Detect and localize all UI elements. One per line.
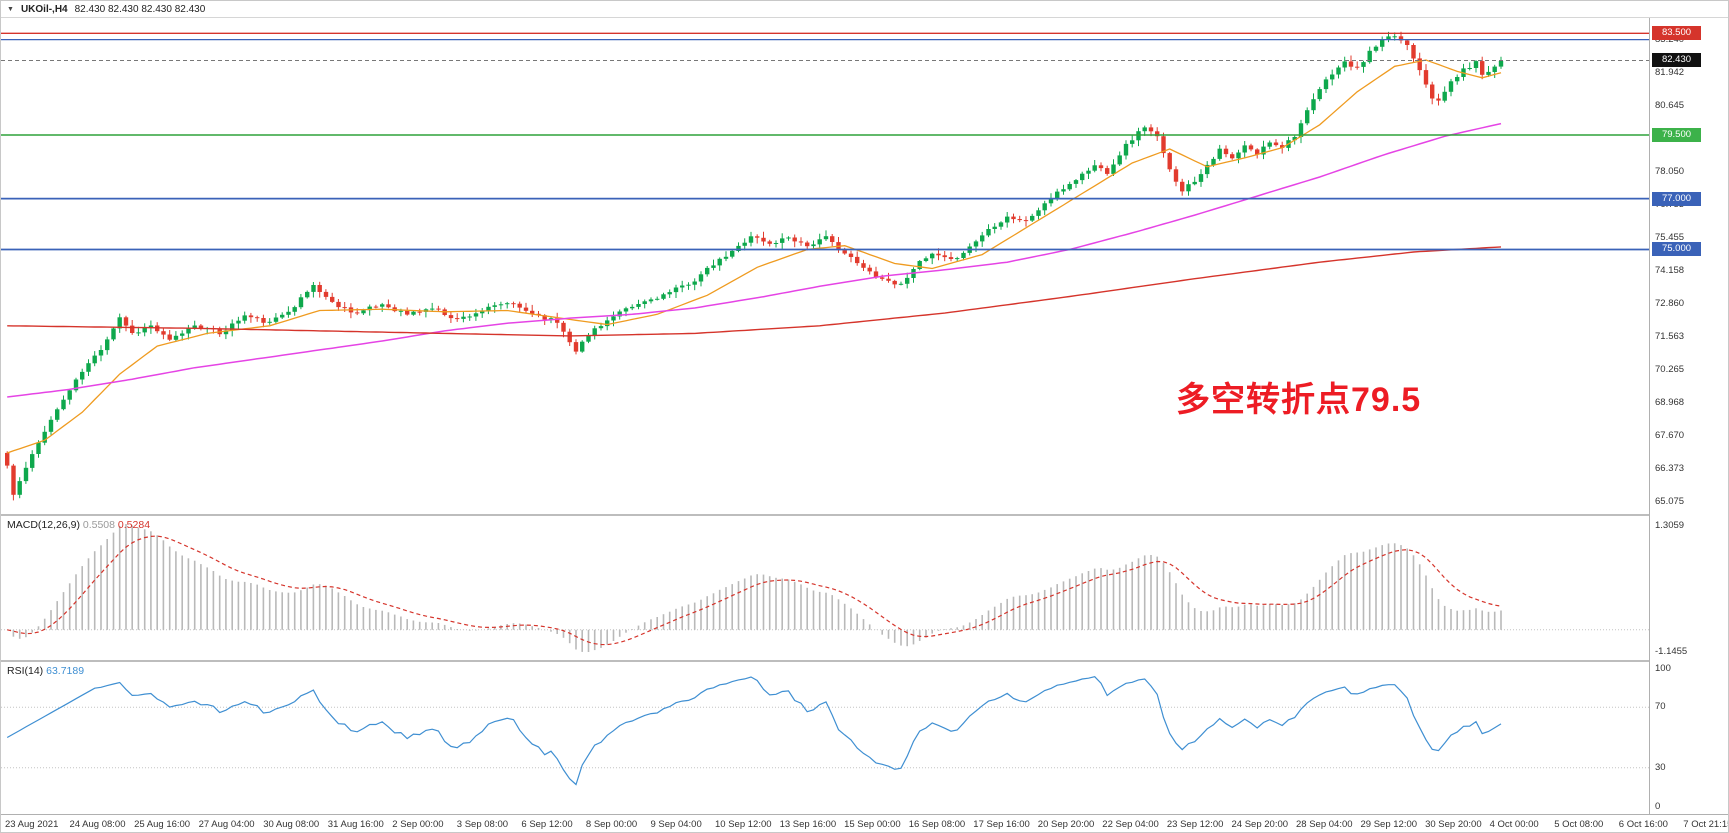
macd-main-value: 0.5508 — [82, 519, 115, 531]
rsi-value: 63.7189 — [46, 665, 85, 677]
ohlc-values: 82.430 82.430 82.430 82.430 — [74, 3, 206, 15]
time-axis-label: 28 Sep 04:00 — [1296, 819, 1353, 830]
time-axis-label: 9 Sep 04:00 — [650, 819, 702, 830]
time-axis-label: 30 Sep 20:00 — [1425, 819, 1482, 830]
chart-title-bar: ▼ UKOil-,H4 82.430 82.430 82.430 82.430 — [1, 1, 1728, 18]
rsi-label: RSI(14) 63.7189 — [7, 665, 84, 677]
price-axis-label: 80.645 — [1655, 99, 1685, 111]
time-axis-label: 8 Sep 00:00 — [585, 819, 638, 830]
price-axis-label: 81.942 — [1655, 66, 1685, 78]
time-axis-label: 20 Sep 20:00 — [1037, 819, 1095, 830]
time-axis-label: 24 Sep 20:00 — [1231, 819, 1289, 830]
time-axis-label: 10 Sep 12:00 — [715, 819, 772, 830]
price-line-badge: 83.500 — [1652, 26, 1701, 41]
price-axis-label: 75.455 — [1655, 231, 1685, 243]
price-axis-label: 74.158 — [1655, 264, 1685, 276]
time-axis-label: 17 Sep 16:00 — [973, 819, 1030, 830]
rsi-panel: RSI(14) 63.7189 — [1, 662, 1649, 813]
chart-dropdown-icon[interactable]: ▼ — [7, 5, 14, 13]
symbol-period-label: UKOil-,H4 — [20, 3, 68, 15]
rsi-indicator-chart[interactable] — [1, 662, 1649, 813]
time-axis-label: 7 Oct 21:15 — [1683, 819, 1729, 830]
price-axis-label: 65.075 — [1655, 495, 1685, 507]
time-axis-label: 2 Sep 00:00 — [392, 819, 444, 830]
chart-annotation-text[interactable]: 多空转折点79.5 — [1176, 381, 1422, 419]
main-chart-panel: 多空转折点79.5 — [1, 18, 1649, 514]
panel-separator[interactable] — [1, 660, 1728, 662]
time-axis-label: 23 Aug 2021 — [5, 819, 59, 830]
price-axis-label: 78.050 — [1655, 165, 1685, 177]
rsi-axis-label: 0 — [1655, 801, 1661, 812]
time-axis-label: 27 Aug 04:00 — [198, 819, 255, 830]
rsi-axis-label: 30 — [1655, 761, 1666, 773]
time-axis-label: 4 Oct 00:00 — [1489, 819, 1539, 830]
time-axis-label: 13 Sep 16:00 — [779, 819, 837, 830]
price-axis-label: 66.373 — [1655, 462, 1685, 474]
price-axis-label: 67.670 — [1655, 429, 1685, 441]
price-axis-label: 68.968 — [1655, 396, 1685, 408]
price-axis-label: 71.563 — [1655, 330, 1685, 342]
time-scale[interactable]: 23 Aug 2021 24 Aug 08:00 25 Aug 16:00 27 Au… — [1, 814, 1729, 832]
price-line-badge: 82.430 — [1652, 53, 1701, 68]
price-line-badge: 77.000 — [1652, 191, 1701, 206]
price-axis-label: 70.265 — [1655, 363, 1685, 375]
time-axis-label: 16 Sep 08:00 — [908, 819, 966, 830]
time-axis-label: 29 Sep 12:00 — [1360, 819, 1418, 830]
time-axis-label: 15 Sep 00:00 — [844, 819, 901, 830]
macd-axis-min: -1.1455 — [1655, 646, 1688, 657]
rsi-axis-label: 100 — [1655, 663, 1671, 674]
price-axis-label: 72.860 — [1655, 297, 1685, 309]
time-axis-label: 25 Aug 16:00 — [134, 819, 191, 830]
main-price-chart[interactable] — [1, 18, 1649, 514]
macd-signal-value: 0.5284 — [117, 519, 151, 531]
time-axis-label: 6 Oct 16:00 — [1618, 819, 1668, 830]
price-line-badge: 79.500 — [1652, 128, 1701, 142]
time-axis-label: 31 Aug 16:00 — [327, 819, 384, 830]
macd-axis-max: 1.3059 — [1655, 520, 1685, 531]
macd-panel: MACD(12,26,9) 0.5508 0.5284 — [1, 516, 1649, 660]
price-line-badge: 75.000 — [1652, 242, 1701, 257]
time-axis-label: 24 Aug 08:00 — [69, 819, 126, 830]
panel-separator[interactable] — [1, 514, 1728, 516]
time-axis-label: 3 Sep 08:00 — [456, 819, 509, 830]
price-scale[interactable]: 1.3059 -1.1455 83.24081.94280.64579.3487… — [1649, 18, 1728, 814]
macd-name: MACD(12,26,9) — [7, 519, 80, 531]
time-axis-label: 23 Sep 12:00 — [1166, 819, 1224, 830]
time-axis-label: 5 Oct 08:00 — [1554, 819, 1604, 830]
macd-indicator-chart[interactable] — [1, 516, 1649, 660]
macd-label: MACD(12,26,9) 0.5508 0.5284 — [7, 519, 150, 531]
time-axis-label: 30 Aug 08:00 — [263, 819, 320, 830]
rsi-axis-label: 70 — [1655, 701, 1666, 713]
time-axis-label: 6 Sep 12:00 — [521, 819, 573, 830]
time-axis-label: 22 Sep 04:00 — [1102, 819, 1159, 830]
rsi-name: RSI(14) — [7, 665, 44, 677]
